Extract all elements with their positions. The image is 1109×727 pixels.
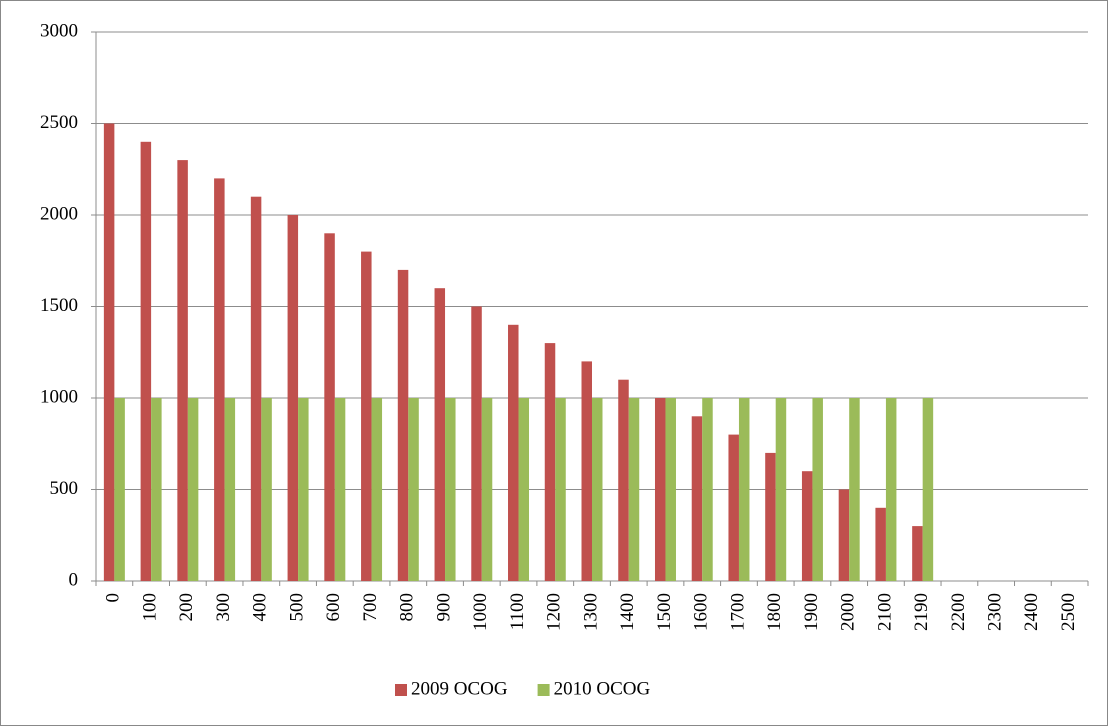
x-tick-label: 300 (213, 593, 234, 622)
bar (371, 398, 383, 581)
bar (544, 343, 556, 581)
bar (261, 398, 272, 581)
x-tick-label: 1400 (617, 593, 638, 631)
bar (618, 379, 629, 581)
x-tick-label: 400 (250, 593, 271, 622)
x-tick-label: 2190 (911, 593, 932, 631)
x-tick-label: 800 (397, 593, 418, 622)
legend-swatch (395, 684, 407, 696)
bar (408, 398, 419, 581)
bar (187, 398, 199, 581)
x-tick-label: 700 (360, 593, 381, 622)
bar (334, 398, 346, 581)
y-tick-label: 500 (50, 478, 79, 499)
bar (592, 398, 603, 581)
bar (250, 196, 262, 581)
bar (581, 361, 592, 581)
x-tick-label: 1100 (507, 593, 528, 630)
bar (397, 269, 409, 581)
bar (885, 398, 897, 581)
x-tick-label: 100 (139, 593, 160, 622)
x-tick-label: 2400 (1021, 593, 1042, 631)
y-tick-label: 2500 (40, 112, 78, 133)
bar (518, 398, 530, 581)
bar (702, 398, 713, 581)
x-tick-label: 900 (433, 593, 454, 622)
y-tick-label: 3000 (40, 20, 78, 41)
bar (875, 507, 886, 581)
bar (801, 471, 813, 581)
bar (151, 398, 162, 581)
bar (922, 398, 934, 581)
legend-label: 2009 OCOG (411, 678, 508, 699)
bar (691, 416, 703, 581)
bar (654, 398, 666, 581)
bar (114, 398, 125, 581)
x-tick-label: 0 (103, 593, 124, 603)
bar (838, 489, 850, 581)
bar (445, 398, 456, 581)
x-tick-label: 1000 (470, 593, 491, 631)
bar (324, 233, 335, 582)
bar (298, 398, 309, 581)
bar (224, 398, 236, 581)
x-tick-label: 2200 (948, 593, 969, 631)
x-tick-label: 1500 (654, 593, 675, 631)
bar (812, 398, 823, 581)
bar (765, 452, 776, 581)
x-tick-label: 200 (176, 593, 197, 622)
x-tick-label: 500 (286, 593, 307, 622)
x-tick-label: 1200 (544, 593, 565, 631)
bar (361, 251, 372, 581)
bar (434, 288, 446, 581)
x-tick-label: 1300 (580, 593, 601, 631)
bar (214, 178, 225, 581)
bar (177, 160, 188, 581)
x-tick-label: 600 (323, 593, 344, 622)
y-tick-label: 1000 (40, 386, 78, 407)
x-tick-label: 1700 (727, 593, 748, 631)
bar (728, 434, 739, 581)
bar (849, 398, 860, 581)
bar (287, 215, 299, 581)
y-tick-label: 1500 (40, 295, 78, 316)
bar (555, 398, 566, 581)
x-tick-label: 1600 (691, 593, 712, 631)
x-tick-label: 2300 (985, 593, 1006, 631)
y-tick-label: 0 (69, 569, 79, 590)
bar (775, 398, 787, 581)
x-tick-label: 2000 (838, 593, 859, 631)
x-tick-label: 1900 (801, 593, 822, 631)
bar (665, 398, 676, 581)
bar (508, 324, 519, 581)
bar (140, 141, 152, 582)
bar (103, 123, 115, 581)
x-tick-label: 2500 (1058, 593, 1079, 631)
bar (481, 398, 493, 581)
legend-swatch (537, 684, 550, 696)
bar (912, 526, 923, 581)
y-tick-label: 2000 (40, 203, 78, 224)
legend-label: 2010 OCOG (554, 678, 651, 699)
x-tick-label: 1800 (764, 593, 785, 631)
bar (738, 398, 750, 581)
x-tick-label: 2100 (874, 593, 895, 631)
bar (628, 398, 640, 581)
bar (471, 306, 482, 581)
